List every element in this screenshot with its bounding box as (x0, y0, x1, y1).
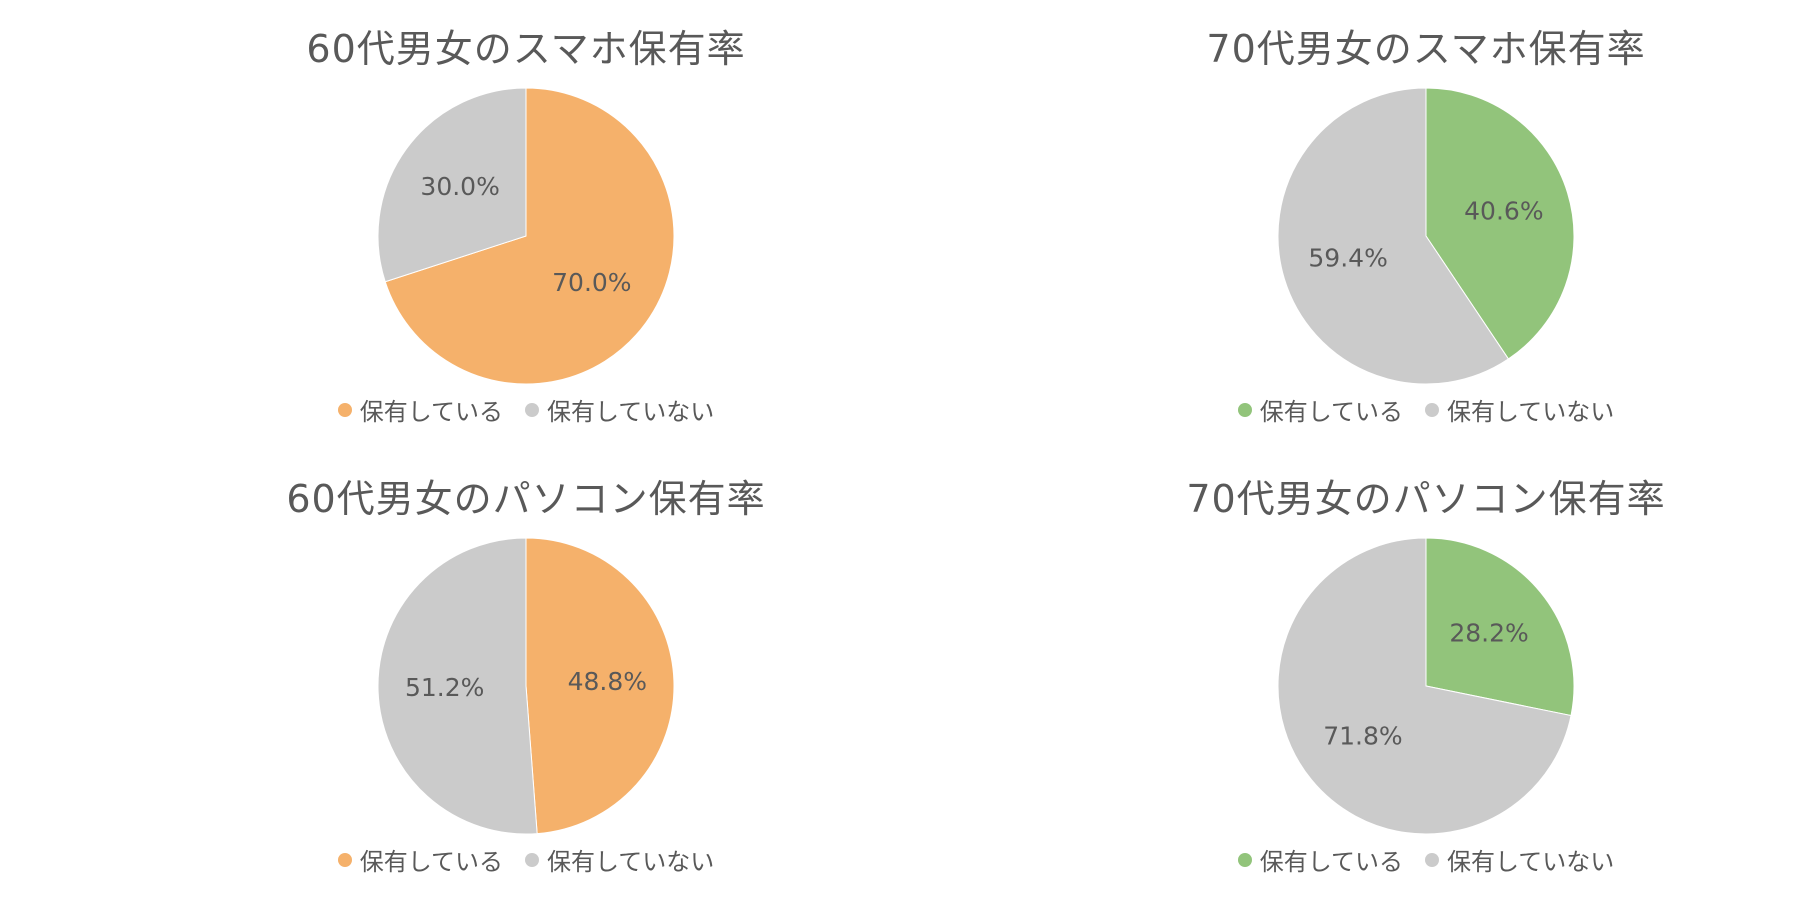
legend: 保有している 保有していない (76, 842, 976, 877)
legend-label: 保有している (1259, 398, 1403, 426)
legend-item: 保有していない (1425, 392, 1614, 427)
pie-slice-owned (1425, 537, 1575, 717)
legend-label: 保有していない (1447, 848, 1615, 876)
data-label: 51.2% (405, 673, 484, 702)
pie-chart-panel: 60代男女のスマホ保有率 70.0% 30.0% 保有している 保有していない (0, 0, 900, 450)
legend-item: 保有している (1237, 842, 1403, 877)
legend-swatch-icon (525, 852, 539, 867)
pie-chart-panel: 70代男女のパソコン保有率 28.2% 71.8% 保有している 保有していない (900, 450, 1800, 900)
pie-slice-owned (525, 537, 675, 835)
chart-title: 70代男女のパソコン保有率 (1186, 477, 1666, 521)
legend-label: 保有していない (547, 848, 715, 876)
pie-slice-not-owned (1277, 537, 1572, 835)
legend-swatch-icon (337, 852, 352, 867)
pie-svg: 70.0% 30.0% (377, 87, 675, 385)
legend-swatch-icon (525, 402, 539, 417)
data-label: 40.6% (1464, 196, 1543, 225)
chart-title: 60代男女のパソコン保有率 (286, 477, 766, 521)
legend-label: 保有していない (1447, 398, 1615, 426)
legend-swatch-icon (337, 402, 352, 417)
data-label: 70.0% (552, 268, 631, 297)
pie-slice-owned (384, 87, 675, 385)
legend-label: 保有していない (547, 398, 715, 426)
pie-svg: 40.6% 59.4% (1277, 87, 1575, 385)
legend-item: 保有していない (525, 842, 714, 877)
legend-label: 保有している (359, 848, 503, 876)
legend-swatch-icon (1425, 402, 1439, 417)
pie-slice-owned (1425, 87, 1575, 360)
legend-item: 保有している (337, 392, 503, 427)
legend-item: 保有していない (525, 392, 714, 427)
legend-label: 保有している (359, 398, 503, 426)
pie-chart-panel: 70代男女のスマホ保有率 40.6% 59.4% 保有している 保有していない (900, 0, 1800, 450)
legend: 保有している 保有していない (976, 842, 1800, 877)
legend: 保有している 保有していない (976, 392, 1800, 427)
data-label: 48.8% (568, 667, 647, 696)
legend-swatch-icon (1237, 402, 1252, 417)
pie-svg: 28.2% 71.8% (1277, 537, 1575, 835)
data-label: 59.4% (1308, 244, 1387, 273)
legend-item: 保有していない (1425, 842, 1614, 877)
legend-item: 保有している (1237, 392, 1403, 427)
chart-title: 70代男女のスマホ保有率 (1206, 27, 1646, 71)
pie-slice-not-owned (1277, 87, 1510, 385)
pie-slice-not-owned (377, 87, 527, 283)
pie-slice-not-owned (377, 537, 538, 835)
pie-svg: 48.8% 51.2% (377, 537, 675, 835)
chart-title: 60代男女のスマホ保有率 (306, 27, 746, 71)
legend-item: 保有している (337, 842, 503, 877)
data-label: 71.8% (1323, 721, 1402, 750)
data-label: 30.0% (420, 172, 499, 201)
legend-label: 保有している (1259, 848, 1403, 876)
legend-swatch-icon (1425, 852, 1439, 867)
pie-chart-panel: 60代男女のパソコン保有率 48.8% 51.2% 保有している 保有していない (0, 450, 900, 900)
legend: 保有している 保有していない (76, 392, 976, 427)
data-label: 28.2% (1449, 619, 1528, 648)
legend-swatch-icon (1237, 852, 1252, 867)
